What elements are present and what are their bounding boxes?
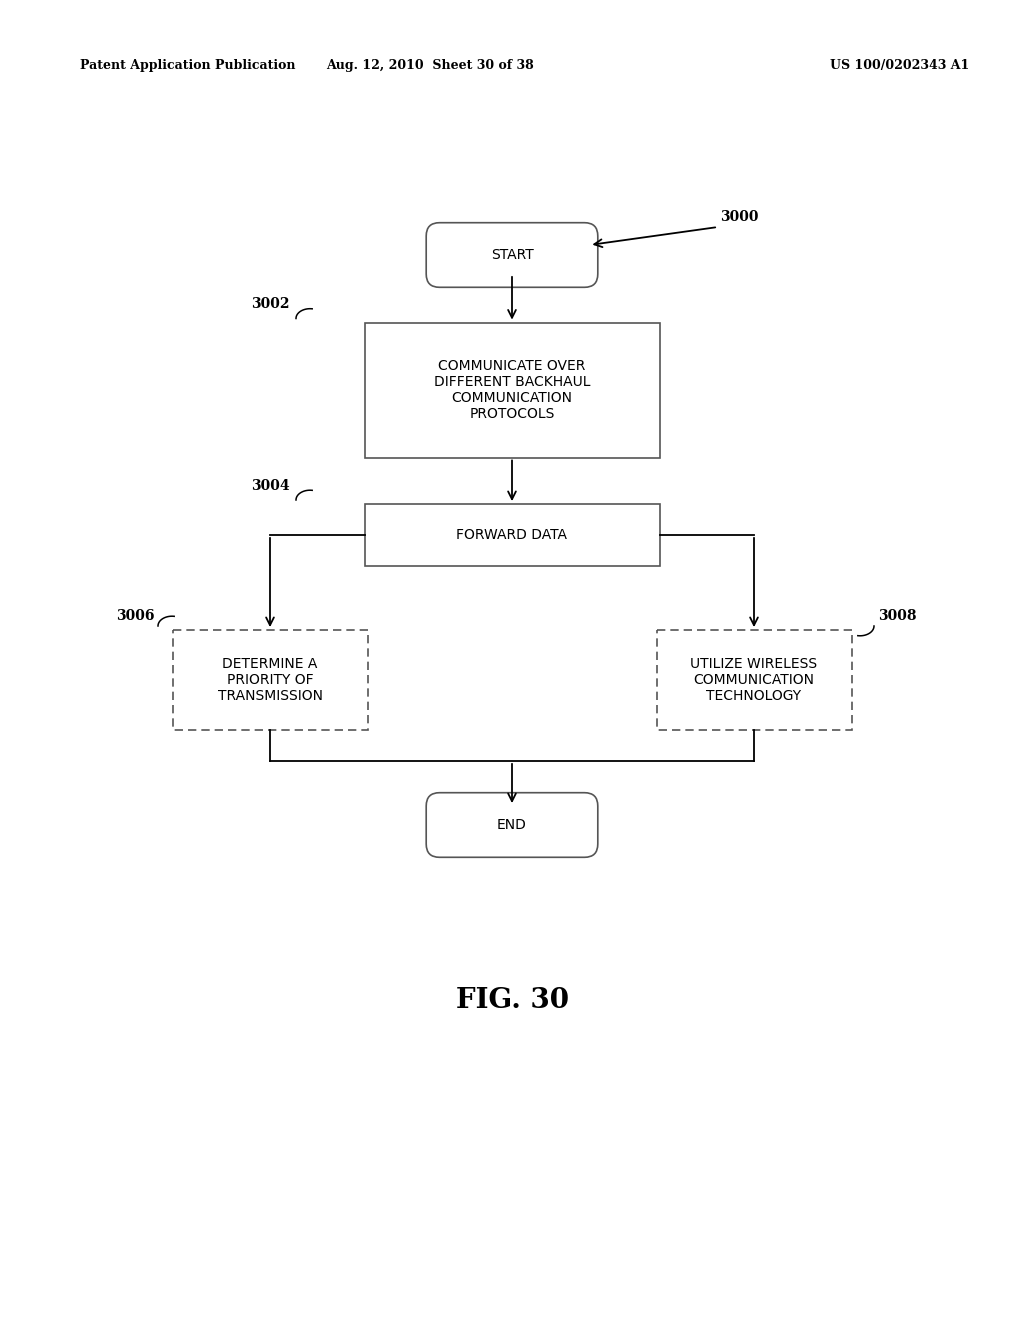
Text: START: START [490, 248, 534, 261]
Text: 3008: 3008 [878, 609, 916, 623]
Bar [365, 322, 659, 458]
Text: US 100/0202343 A1: US 100/0202343 A1 [830, 58, 970, 71]
FancyBboxPatch shape [426, 223, 598, 288]
Text: 3004: 3004 [251, 479, 290, 492]
Bar [172, 630, 368, 730]
Text: 3006: 3006 [117, 609, 155, 623]
Text: DETERMINE A
PRIORITY OF
TRANSMISSION: DETERMINE A PRIORITY OF TRANSMISSION [217, 657, 323, 704]
Text: 3002: 3002 [252, 297, 290, 312]
Text: Aug. 12, 2010  Sheet 30 of 38: Aug. 12, 2010 Sheet 30 of 38 [326, 58, 534, 71]
FancyBboxPatch shape [426, 793, 598, 857]
Text: FIG. 30: FIG. 30 [456, 986, 568, 1014]
Text: Patent Application Publication: Patent Application Publication [80, 58, 296, 71]
Bar [365, 504, 659, 566]
Bar [656, 630, 852, 730]
Text: COMMUNICATE OVER
DIFFERENT BACKHAUL
COMMUNICATION
PROTOCOLS: COMMUNICATE OVER DIFFERENT BACKHAUL COMM… [434, 359, 590, 421]
Text: 3000: 3000 [720, 210, 759, 224]
Text: FORWARD DATA: FORWARD DATA [457, 528, 567, 543]
Text: UTILIZE WIRELESS
COMMUNICATION
TECHNOLOGY: UTILIZE WIRELESS COMMUNICATION TECHNOLOG… [690, 657, 817, 704]
Text: END: END [497, 818, 527, 832]
